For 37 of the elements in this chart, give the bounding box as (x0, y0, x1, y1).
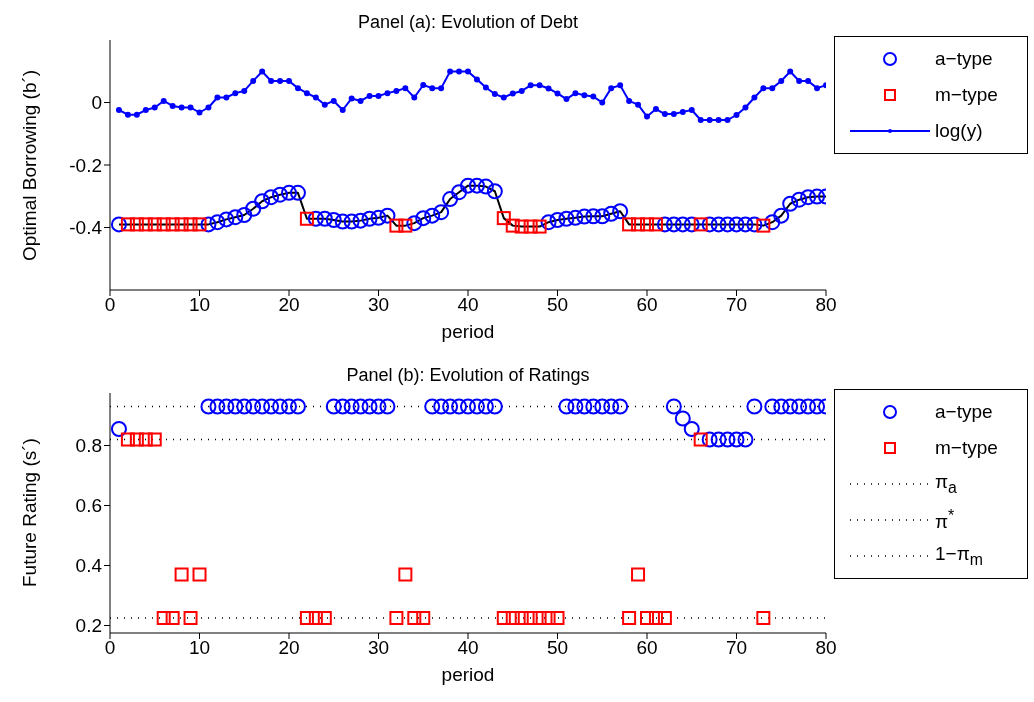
x-tick-label: 30 (367, 294, 390, 316)
chart-title: Panel (b): Evolution of Ratings (345, 365, 591, 386)
x-tick-label: 70 (725, 294, 748, 316)
y-tick-label: 0.6 (75, 495, 102, 517)
x-tick-label: 10 (188, 294, 211, 316)
x-tick-label: 50 (546, 637, 569, 659)
legend-label: log(y) (935, 120, 983, 142)
x-tick-label: 30 (367, 637, 390, 659)
x-tick-label: 40 (457, 294, 479, 316)
x-tick-label: 40 (457, 637, 479, 659)
legend-label: m−type (935, 437, 998, 459)
x-tick-label: 20 (278, 637, 300, 659)
x-tick-label: 20 (278, 294, 300, 316)
legend-label: π$^{*}$ (935, 506, 955, 534)
x-axis-title: period (440, 320, 496, 344)
x-tick-label: 80 (815, 294, 837, 316)
x-axis-title: period (440, 663, 496, 687)
y-tick-label: 0 (91, 92, 102, 114)
legend-label: 1−π$_{m}$ (935, 543, 983, 569)
x-tick-label: 10 (188, 637, 211, 659)
legend-label: a−type (935, 48, 993, 70)
x-tick-label: 80 (815, 637, 837, 659)
y-axis-title: Optimal Borrowing (b´) (18, 68, 41, 263)
y-tick-label: 0.2 (75, 615, 102, 637)
x-tick-label: 70 (725, 637, 748, 659)
y-axis-title: Future Rating (s´) (18, 437, 41, 590)
legend-label: m−type (935, 84, 998, 106)
x-tick-label: 60 (636, 294, 658, 316)
y-tick-label: -0.2 (69, 154, 102, 176)
y-tick-label: 0.4 (75, 555, 103, 577)
x-tick-label: 60 (636, 637, 658, 659)
chart-title: Panel (a): Evolution of Debt (356, 12, 580, 33)
legend-label: π$_{a}$ (935, 471, 957, 497)
x-tick-label: 50 (546, 294, 569, 316)
y-tick-label: 0.8 (75, 435, 102, 457)
y-tick-label: -0.4 (69, 217, 103, 239)
legend-label: a−type (935, 401, 993, 423)
